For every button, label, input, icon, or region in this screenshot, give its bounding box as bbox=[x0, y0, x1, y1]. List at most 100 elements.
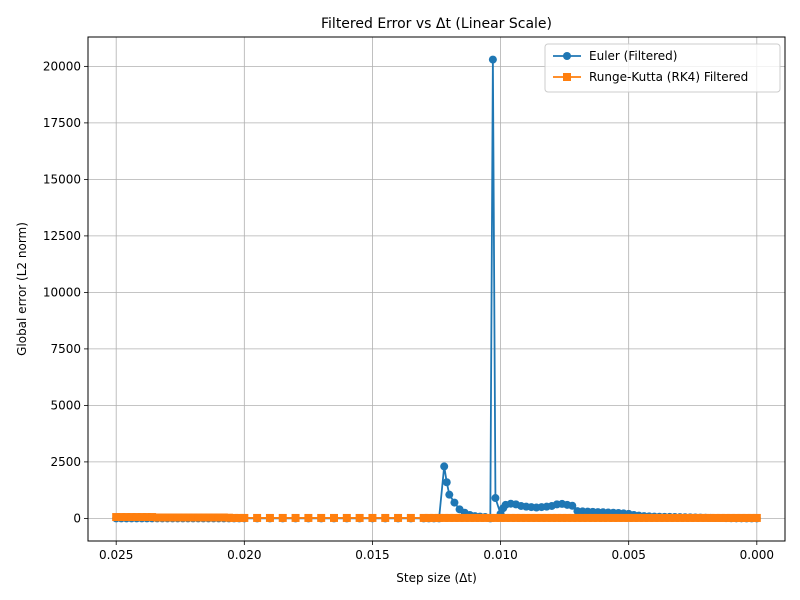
data-point bbox=[419, 513, 428, 522]
y-tick-label: 0 bbox=[73, 511, 81, 525]
data-point bbox=[706, 513, 715, 522]
data-point bbox=[732, 513, 741, 522]
data-point bbox=[445, 513, 454, 522]
y-tick-label: 20000 bbox=[43, 59, 81, 73]
data-point bbox=[640, 513, 649, 522]
data-point bbox=[304, 513, 313, 522]
data-point bbox=[440, 513, 449, 522]
data-point bbox=[511, 513, 520, 522]
data-point bbox=[199, 513, 208, 522]
data-point bbox=[604, 513, 613, 522]
data-point bbox=[568, 501, 577, 510]
data-point bbox=[547, 513, 556, 522]
series-layer bbox=[112, 55, 761, 523]
data-point bbox=[445, 490, 454, 499]
data-point bbox=[168, 513, 177, 522]
data-point bbox=[209, 513, 218, 522]
x-tick-label: 0.015 bbox=[355, 548, 389, 562]
data-point bbox=[278, 513, 287, 522]
data-point bbox=[488, 55, 497, 64]
data-point bbox=[442, 478, 451, 487]
data-point bbox=[517, 513, 526, 522]
data-point bbox=[527, 513, 536, 522]
data-point bbox=[476, 513, 485, 522]
data-point bbox=[265, 513, 274, 522]
data-point bbox=[552, 513, 561, 522]
data-point bbox=[747, 513, 756, 522]
data-point bbox=[701, 513, 710, 522]
x-axis: 0.025 0.020 0.015 0.010 0.005 0.000 bbox=[99, 541, 774, 562]
data-point bbox=[629, 513, 638, 522]
data-point bbox=[435, 513, 444, 522]
data-point bbox=[522, 513, 531, 522]
data-point bbox=[665, 513, 674, 522]
data-point bbox=[342, 513, 351, 522]
data-point bbox=[634, 513, 643, 522]
data-point bbox=[696, 513, 705, 522]
legend: Euler (Filtered) Runge-Kutta (RK4) Filter… bbox=[544, 43, 781, 93]
data-point bbox=[450, 513, 459, 522]
data-point bbox=[583, 513, 592, 522]
data-point bbox=[481, 513, 490, 522]
data-point bbox=[455, 513, 464, 522]
x-tick-label: 0.005 bbox=[612, 548, 646, 562]
data-point bbox=[148, 513, 157, 522]
data-point bbox=[429, 513, 438, 522]
x-tick-label: 0.000 bbox=[740, 548, 774, 562]
data-point bbox=[440, 462, 449, 471]
legend-box bbox=[544, 43, 781, 93]
data-point bbox=[460, 513, 469, 522]
data-point bbox=[742, 513, 751, 522]
data-point bbox=[355, 513, 364, 522]
y-tick-label: 10000 bbox=[43, 285, 81, 299]
data-point bbox=[660, 513, 669, 522]
data-point bbox=[619, 513, 628, 522]
data-point bbox=[491, 494, 500, 503]
data-point bbox=[752, 513, 761, 522]
data-point bbox=[224, 513, 233, 522]
data-point bbox=[137, 513, 146, 522]
data-point bbox=[194, 513, 203, 522]
data-point bbox=[609, 513, 618, 522]
data-point bbox=[491, 513, 500, 522]
data-point bbox=[470, 513, 479, 522]
data-point bbox=[578, 513, 587, 522]
data-point bbox=[542, 513, 551, 522]
data-point bbox=[686, 513, 695, 522]
y-tick-label: 5000 bbox=[50, 398, 81, 412]
data-point bbox=[675, 513, 684, 522]
data-point bbox=[506, 513, 515, 522]
data-point bbox=[532, 513, 541, 522]
legend-item: Euler (Filtered) bbox=[553, 49, 677, 63]
legend-marker bbox=[563, 52, 571, 60]
data-point bbox=[711, 513, 720, 522]
plot-frame bbox=[87, 36, 786, 542]
data-point bbox=[670, 513, 679, 522]
data-point bbox=[127, 513, 136, 522]
data-point bbox=[204, 513, 213, 522]
data-point bbox=[219, 513, 228, 522]
data-point bbox=[496, 513, 505, 522]
data-point bbox=[593, 513, 602, 522]
data-point bbox=[178, 513, 187, 522]
data-point bbox=[486, 513, 495, 522]
data-point bbox=[291, 513, 300, 522]
grid bbox=[88, 37, 785, 541]
y-axis-label: Global error (L2 norm) bbox=[15, 222, 29, 356]
data-point bbox=[558, 513, 567, 522]
data-point bbox=[588, 513, 597, 522]
data-point bbox=[112, 513, 121, 522]
data-point bbox=[132, 513, 141, 522]
data-point bbox=[394, 513, 403, 522]
data-point bbox=[722, 513, 731, 522]
data-point bbox=[117, 513, 126, 522]
data-point bbox=[645, 513, 654, 522]
data-point bbox=[142, 513, 151, 522]
data-point bbox=[317, 513, 326, 522]
data-point bbox=[716, 513, 725, 522]
data-point bbox=[230, 513, 239, 522]
y-tick-label: 12500 bbox=[43, 229, 81, 243]
data-point bbox=[235, 513, 244, 522]
data-point bbox=[599, 513, 608, 522]
x-tick-label: 0.025 bbox=[99, 548, 133, 562]
